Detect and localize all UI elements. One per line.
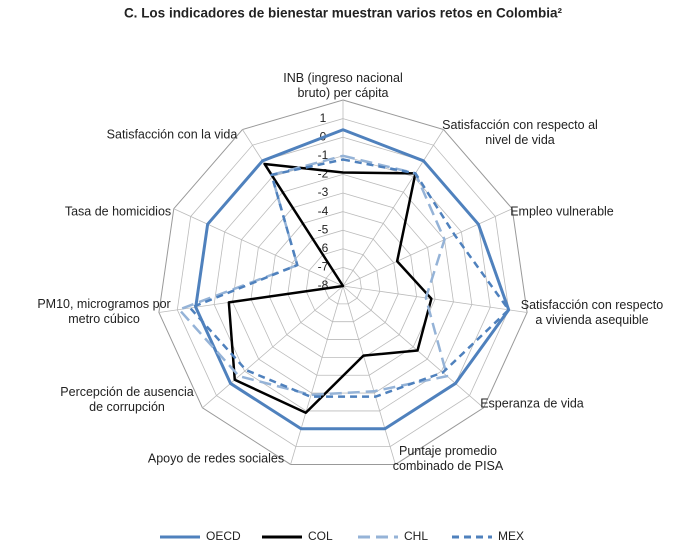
spoke (290, 285, 344, 465)
grid-ring (176, 118, 510, 448)
category-label: Tasa de homicidios (64, 204, 172, 219)
spoke (173, 208, 344, 287)
category-label: Empleo vulnerable (510, 204, 614, 219)
radial-tick-label: -2 (318, 167, 329, 181)
category-label: Esperanza de vida (480, 396, 584, 411)
category-label: Satisfacción con la vida (106, 127, 238, 142)
category-label: Percepción de ausencia de corrupción (60, 385, 194, 414)
category-label: Satisfacción con respecto al nivel de vi… (442, 118, 598, 147)
radial-tick-label: 1 (320, 111, 327, 125)
legend-label: CHL (404, 529, 428, 543)
radial-tick-label: -4 (318, 204, 329, 218)
spoke (342, 129, 444, 287)
radial-tick-label: -5 (318, 222, 329, 236)
series-line (177, 154, 449, 397)
spoke (202, 285, 344, 409)
series-line (194, 128, 511, 431)
radial-tick-label: -1 (318, 148, 329, 162)
category-label: Satisfacción con respecto a vivienda ase… (520, 298, 664, 327)
legend-label: MEX (498, 529, 524, 543)
grid-ring (268, 211, 418, 358)
spoke (342, 208, 513, 287)
radial-tick-label: -6 (318, 241, 329, 255)
category-label: INB (ingreso nacional bruto) per cápita (283, 71, 403, 100)
radial-tick-label: -8 (318, 278, 329, 292)
chart-title: C. Los indicadores de bienestar muestran… (124, 6, 563, 21)
outer-ring (158, 99, 528, 465)
category-label: Puntaje promedio combinado de PISA (392, 444, 504, 473)
category-label: PM10, microgramos por metro cúbico (37, 297, 171, 326)
radial-tick-label: -3 (318, 185, 329, 199)
legend-label: COL (308, 529, 333, 543)
series-line (188, 158, 510, 398)
series-line (227, 162, 433, 414)
radial-tick-label: -7 (318, 260, 329, 274)
legend-label: OECD (206, 529, 241, 543)
grid-ring (324, 266, 362, 305)
grid-ring (232, 173, 454, 394)
grid-ring (305, 248, 381, 323)
grid-ring (213, 155, 473, 412)
spoke (342, 285, 528, 313)
category-label: Apoyo de redes sociales (147, 451, 285, 466)
spoke (342, 285, 396, 465)
spoke (342, 285, 484, 409)
